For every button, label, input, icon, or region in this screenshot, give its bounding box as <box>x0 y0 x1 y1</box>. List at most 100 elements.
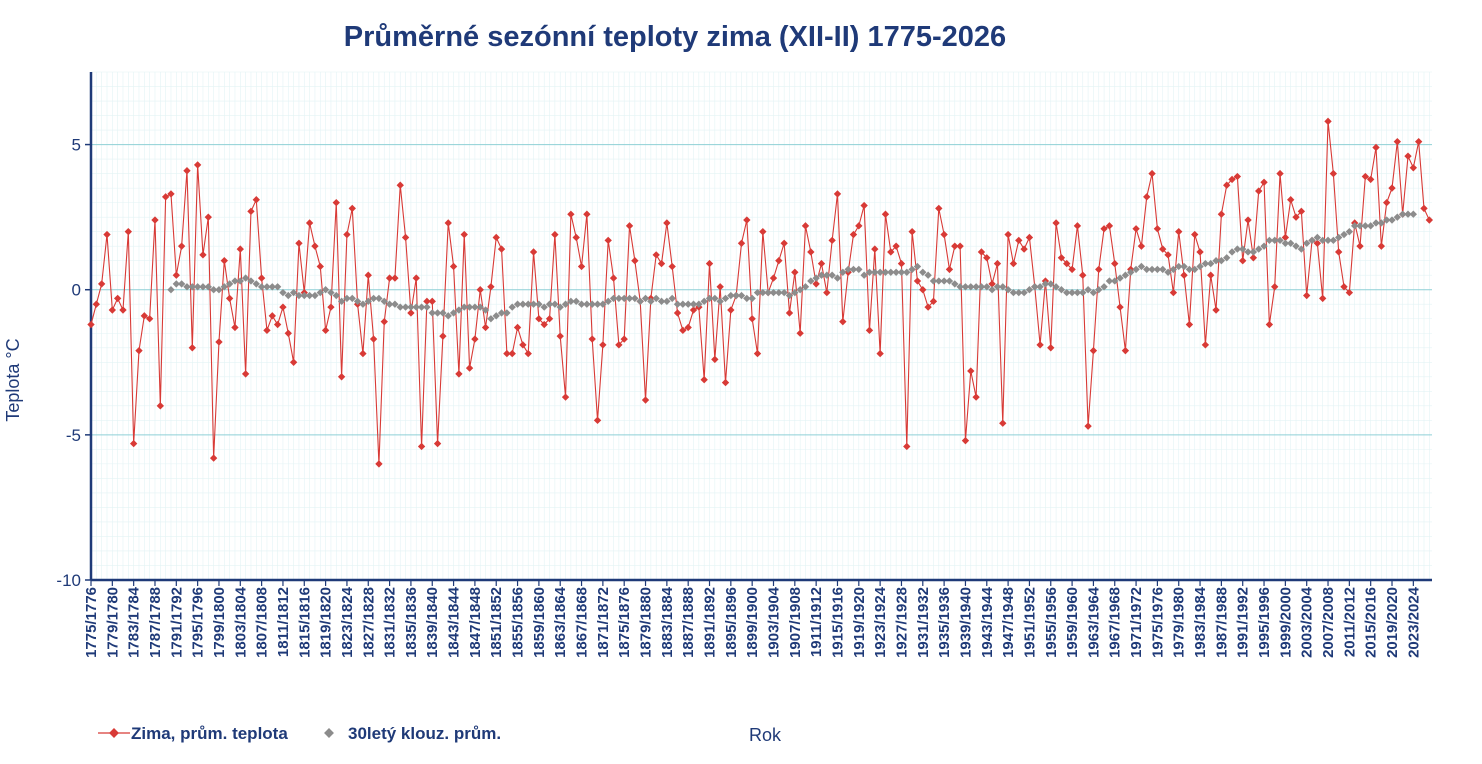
data-point <box>1111 259 1119 268</box>
moving-average-point <box>593 300 602 308</box>
data-point <box>812 280 820 288</box>
x-tick-label: 1847/1848 <box>467 587 484 658</box>
x-tick-label: 1859/1860 <box>531 587 548 658</box>
data-point <box>780 239 788 247</box>
x-tick-label: 1947/1948 <box>1000 587 1017 658</box>
x-tick-label: 1899/1900 <box>744 587 761 658</box>
data-point <box>1121 346 1130 355</box>
data-point <box>1207 271 1215 279</box>
data-point <box>412 274 420 282</box>
moving-average-point <box>849 265 858 274</box>
data-point <box>1292 213 1300 221</box>
moving-average-point <box>375 294 383 303</box>
data-point <box>327 303 335 311</box>
x-tick-label: 1779/1780 <box>104 587 121 658</box>
data-point <box>343 230 351 239</box>
moving-average-point <box>284 291 292 300</box>
legend-item-avg[interactable]: 30letý klouz. prům. <box>324 724 501 743</box>
moving-average-point <box>369 294 378 303</box>
data-point <box>1388 184 1396 192</box>
data-point <box>1329 169 1338 178</box>
moving-average-point <box>209 286 218 294</box>
x-tick-label: 1995/1996 <box>1256 587 1273 658</box>
moving-average-point <box>1052 283 1060 291</box>
moving-average-point <box>631 294 639 303</box>
moving-average-point <box>599 300 607 308</box>
data-point <box>1201 341 1210 349</box>
moving-average-point <box>769 288 778 297</box>
data-point <box>465 364 474 372</box>
data-point <box>983 254 991 262</box>
data-point <box>657 259 666 268</box>
x-tick-label: 1831/1832 <box>382 587 399 658</box>
moving-average-point <box>663 297 671 306</box>
moving-average-point <box>332 291 340 300</box>
x-tick-label: 1815/1816 <box>296 587 313 658</box>
data-point <box>1414 137 1423 146</box>
data-point <box>1335 248 1343 256</box>
data-point <box>583 210 591 218</box>
data-point <box>807 248 815 256</box>
data-point <box>1100 225 1108 233</box>
data-point <box>524 349 532 358</box>
moving-average-point <box>684 300 692 308</box>
minor-grid <box>90 71 1432 581</box>
moving-average-point <box>967 283 975 291</box>
data-point <box>1324 117 1332 126</box>
data-point <box>951 242 959 250</box>
data-point <box>876 349 884 358</box>
data-point <box>625 222 634 230</box>
moving-average-point <box>657 297 666 306</box>
data-point <box>620 335 628 343</box>
moving-average-point <box>289 288 298 297</box>
data-point <box>855 222 863 230</box>
data-point <box>1089 346 1098 355</box>
data-point <box>380 317 388 326</box>
moving-average-point <box>396 303 404 311</box>
data-point <box>1153 225 1162 233</box>
moving-average-point <box>1276 236 1284 245</box>
data-point <box>679 326 687 335</box>
data-point <box>561 393 570 401</box>
data-point <box>1185 320 1194 329</box>
data-point <box>321 326 330 335</box>
legend-item-main[interactable]: Zima, prům. teplota <box>98 724 288 743</box>
data-point <box>913 277 922 285</box>
y-tick-label: 5 <box>72 136 81 155</box>
data-point <box>785 309 794 317</box>
moving-average-point <box>433 309 442 317</box>
data-point <box>151 216 159 224</box>
data-point <box>513 323 522 332</box>
data-point <box>551 230 559 239</box>
legend-label-main: Zima, prům. teplota <box>131 724 288 743</box>
moving-average-point <box>295 291 303 300</box>
x-tick-label: 1919/1920 <box>851 587 868 658</box>
data-point <box>1063 259 1071 268</box>
moving-average-point <box>428 309 436 317</box>
data-point <box>1196 248 1204 256</box>
moving-average-point <box>993 283 1002 291</box>
data-point <box>1255 187 1263 195</box>
data-point <box>743 216 751 224</box>
moving-average-point <box>519 300 527 308</box>
data-point <box>252 196 260 204</box>
data-point <box>1212 306 1220 314</box>
data-point <box>156 402 164 410</box>
moving-average-point <box>727 291 735 300</box>
data-point <box>1095 265 1103 274</box>
data-point <box>204 213 212 221</box>
data-point <box>689 306 698 314</box>
moving-average-point <box>311 291 319 300</box>
data-point <box>1276 169 1284 178</box>
x-tick-label: 1895/1896 <box>723 587 740 658</box>
x-tick-label: 1979/1980 <box>1171 587 1188 658</box>
data-point <box>407 309 415 317</box>
data-point <box>247 207 255 216</box>
moving-average-point <box>1409 210 1418 218</box>
x-tick-label: 1879/1880 <box>638 587 655 658</box>
x-tick-label: 1791/1792 <box>168 587 185 658</box>
moving-average-point <box>716 297 724 306</box>
data-point <box>823 288 831 297</box>
data-point <box>1020 245 1028 253</box>
moving-average-point <box>455 306 463 314</box>
